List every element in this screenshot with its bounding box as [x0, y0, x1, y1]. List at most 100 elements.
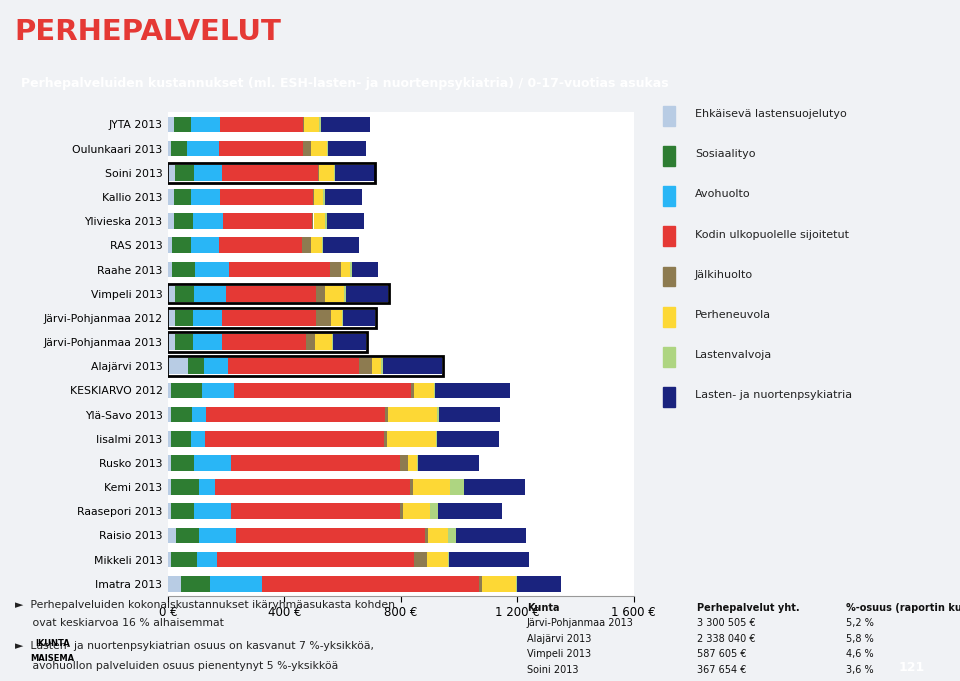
- Text: ►  Perhepalveluiden kokonaiskustannukset ikäryhmäasukasta kohden: ► Perhepalveluiden kokonaiskustannukset …: [14, 599, 395, 609]
- Bar: [381, 358, 383, 374]
- Bar: [171, 479, 199, 495]
- Bar: [372, 358, 381, 374]
- Bar: [222, 165, 318, 180]
- Text: Jälkihuolto: Jälkihuolto: [695, 270, 754, 280]
- Bar: [436, 431, 438, 447]
- Bar: [204, 358, 228, 374]
- Bar: [449, 479, 464, 495]
- Text: 367 654 €: 367 654 €: [697, 665, 747, 675]
- Bar: [195, 262, 228, 277]
- Text: Ehkäisevä lastensuojelutyo: Ehkäisevä lastensuojelutyo: [695, 109, 847, 119]
- Bar: [464, 479, 525, 495]
- Bar: [417, 455, 418, 471]
- Bar: [320, 116, 321, 132]
- Text: avohuollon palveluiden osuus pienentynyt 5 %-yksikköä: avohuollon palveluiden osuus pienentynyt…: [14, 661, 338, 671]
- Bar: [302, 116, 304, 132]
- Bar: [168, 576, 180, 592]
- Bar: [322, 238, 324, 253]
- Bar: [194, 165, 222, 180]
- Bar: [324, 238, 359, 253]
- Bar: [663, 186, 675, 206]
- Bar: [167, 356, 444, 376]
- Bar: [219, 238, 301, 253]
- Bar: [334, 165, 335, 180]
- Bar: [168, 286, 176, 302]
- Text: Avohuolto: Avohuolto: [695, 189, 751, 200]
- Bar: [199, 479, 215, 495]
- Bar: [193, 334, 222, 350]
- Bar: [167, 308, 375, 328]
- Bar: [191, 116, 220, 132]
- Bar: [176, 528, 199, 543]
- Bar: [171, 552, 197, 567]
- Bar: [301, 238, 311, 253]
- Bar: [482, 576, 516, 592]
- Bar: [314, 189, 324, 205]
- Bar: [437, 407, 439, 422]
- Bar: [168, 213, 174, 229]
- Bar: [430, 503, 439, 519]
- Bar: [312, 213, 314, 229]
- Bar: [209, 576, 262, 592]
- Bar: [317, 286, 325, 302]
- Bar: [187, 141, 219, 157]
- Bar: [228, 358, 359, 374]
- Bar: [174, 213, 193, 229]
- Bar: [387, 431, 436, 447]
- Text: Vimpeli 2013: Vimpeli 2013: [527, 649, 590, 659]
- Text: Perhepalveluiden kustannukset (ml. ESH-lasten- ja nuortenpsykiatria) / 0-17-vuot: Perhepalveluiden kustannukset (ml. ESH-l…: [21, 77, 668, 90]
- Bar: [317, 310, 331, 326]
- Bar: [414, 479, 449, 495]
- Bar: [311, 141, 326, 157]
- Bar: [167, 332, 367, 352]
- Bar: [168, 141, 171, 157]
- Text: 3,6 %: 3,6 %: [846, 665, 874, 675]
- Bar: [408, 455, 417, 471]
- Bar: [326, 213, 365, 229]
- Bar: [341, 262, 350, 277]
- Bar: [191, 238, 219, 253]
- Bar: [168, 334, 176, 350]
- Bar: [313, 189, 314, 205]
- Bar: [168, 455, 171, 471]
- Bar: [325, 286, 344, 302]
- Bar: [167, 163, 375, 183]
- Bar: [326, 141, 328, 157]
- Bar: [479, 576, 482, 592]
- Bar: [384, 431, 387, 447]
- Bar: [224, 213, 312, 229]
- Bar: [315, 334, 332, 350]
- Bar: [199, 528, 236, 543]
- Bar: [428, 528, 448, 543]
- Bar: [663, 226, 675, 247]
- Bar: [325, 213, 326, 229]
- Bar: [220, 189, 313, 205]
- Text: Sosiaalityo: Sosiaalityo: [695, 149, 756, 159]
- Bar: [176, 334, 193, 350]
- Bar: [168, 116, 174, 132]
- Bar: [234, 383, 411, 398]
- Bar: [344, 286, 346, 302]
- Text: 5,8 %: 5,8 %: [846, 633, 874, 644]
- Text: 121: 121: [899, 661, 925, 674]
- Bar: [171, 455, 194, 471]
- Bar: [176, 310, 193, 326]
- Bar: [303, 141, 311, 157]
- Bar: [663, 266, 675, 286]
- Text: MAISEMA: MAISEMA: [31, 654, 75, 663]
- Bar: [324, 189, 362, 205]
- Bar: [222, 310, 317, 326]
- Text: Järvi-Pohjanmaa 2013: Järvi-Pohjanmaa 2013: [527, 618, 634, 628]
- Bar: [194, 286, 227, 302]
- Text: Soini 2013: Soini 2013: [527, 665, 578, 675]
- Text: PERHEPALVELUT: PERHEPALVELUT: [14, 18, 281, 46]
- Bar: [191, 189, 220, 205]
- Bar: [173, 238, 191, 253]
- Bar: [171, 141, 187, 157]
- Bar: [427, 552, 448, 567]
- Bar: [171, 431, 191, 447]
- Bar: [230, 455, 399, 471]
- Bar: [193, 213, 224, 229]
- Bar: [332, 334, 333, 350]
- Bar: [411, 479, 414, 495]
